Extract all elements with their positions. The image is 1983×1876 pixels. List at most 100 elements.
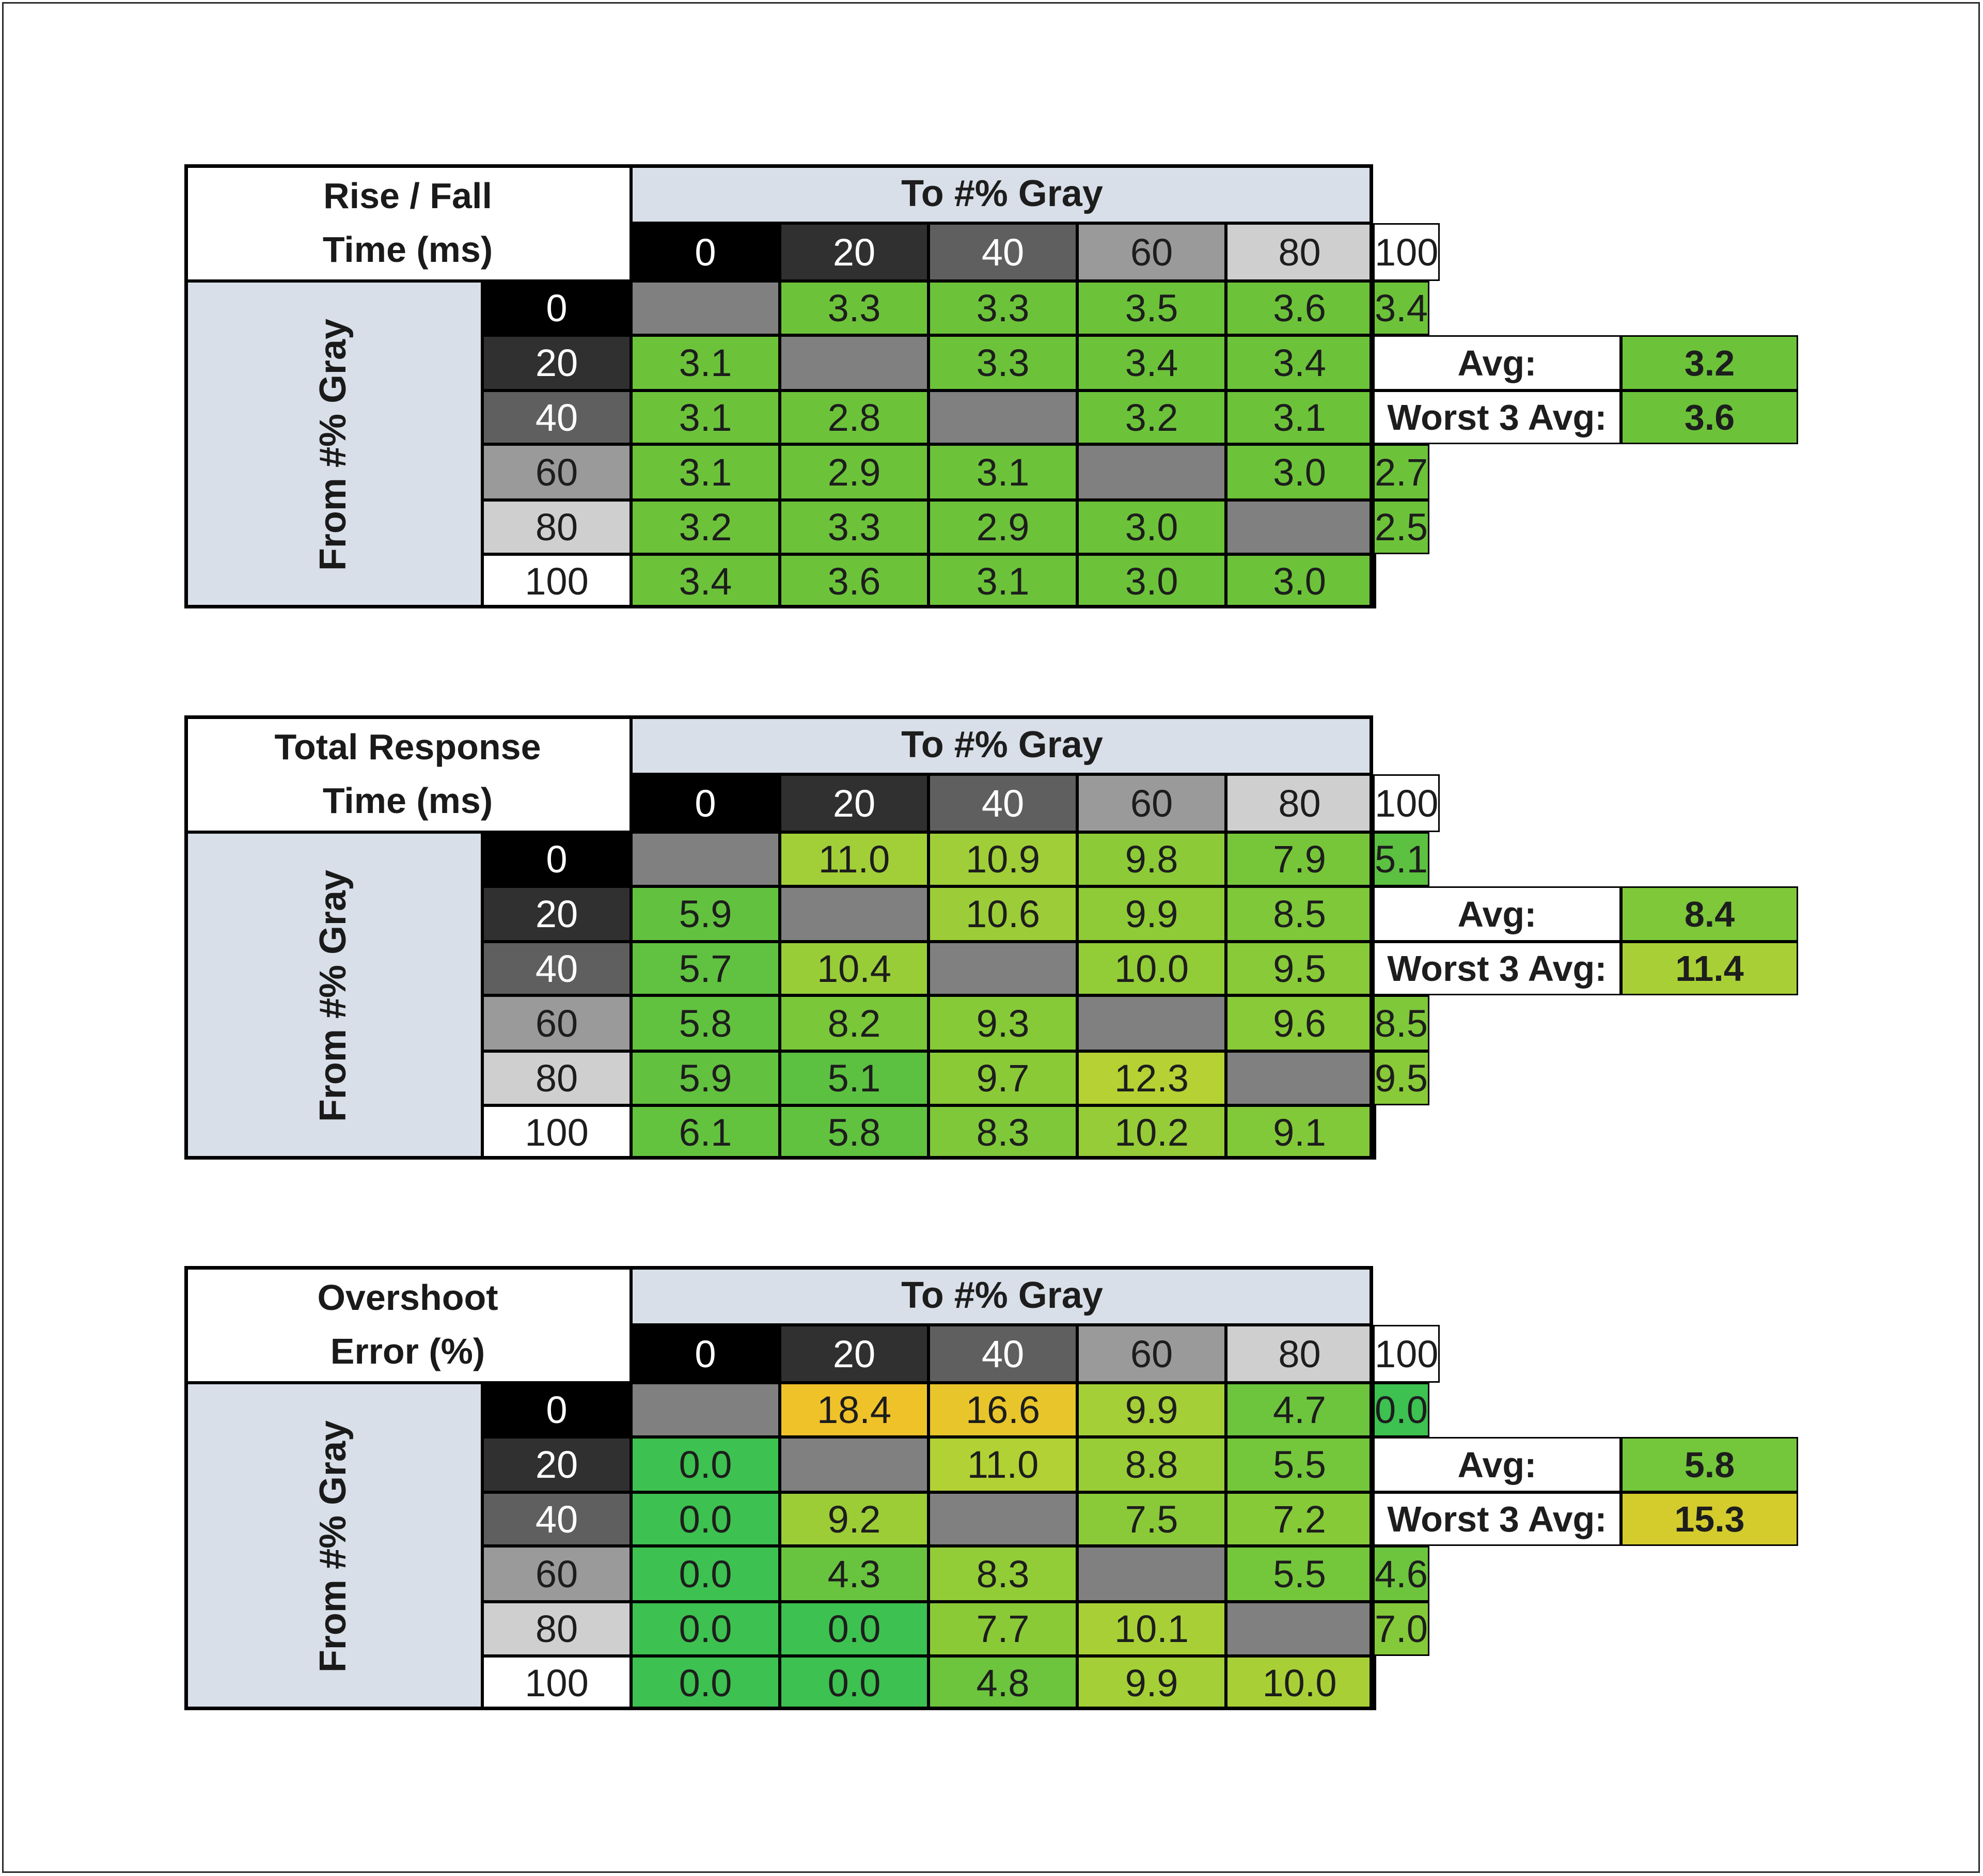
row-header: 0	[482, 281, 631, 335]
row-header: 0	[482, 1383, 631, 1437]
data-cell: 6.1	[631, 1105, 780, 1160]
column-header: 80	[1226, 223, 1373, 281]
data-cell: 9.6	[1226, 995, 1373, 1051]
data-cell: 3.1	[1226, 390, 1373, 444]
data-cell: 10.0	[1226, 1656, 1373, 1710]
summary-value: 3.2	[1621, 335, 1798, 390]
empty-cell	[1226, 500, 1373, 554]
data-cell: 5.7	[631, 942, 780, 995]
data-cell: 3.0	[1226, 444, 1373, 500]
column-header: 40	[928, 1325, 1077, 1383]
data-cell: 10.1	[1077, 1602, 1226, 1656]
row-header: 40	[482, 390, 631, 444]
row-header: 40	[482, 942, 631, 995]
table-title-line: Time (ms)	[322, 780, 493, 821]
row-header: 60	[482, 444, 631, 500]
summary-label: Avg:	[1373, 886, 1621, 942]
data-cell: 2.9	[780, 444, 928, 500]
summary-value: 11.4	[1621, 942, 1798, 995]
data-cell: 3.4	[1373, 281, 1429, 335]
data-cell: 0.0	[631, 1492, 780, 1546]
empty-cell	[928, 1492, 1077, 1546]
data-cell: 3.1	[928, 554, 1077, 608]
table-title-line: Total Response	[274, 727, 541, 767]
data-cell: 3.6	[1226, 281, 1373, 335]
data-cell: 11.0	[928, 1437, 1077, 1492]
empty-cell	[1373, 1105, 1376, 1160]
table-title-line: Error (%)	[330, 1331, 485, 1371]
data-cell: 0.0	[1373, 1383, 1429, 1437]
data-cell: 7.5	[1077, 1492, 1226, 1546]
data-cell: 8.5	[1373, 995, 1429, 1051]
data-cell: 16.6	[928, 1383, 1077, 1437]
table-title-line: Overshoot	[317, 1277, 498, 1318]
row-group-header-text: From #% Gray	[312, 318, 354, 571]
data-cell: 2.5	[1373, 500, 1429, 554]
data-cell: 3.0	[1077, 554, 1226, 608]
data-cell: 3.4	[631, 554, 780, 608]
column-header: 20	[780, 774, 928, 832]
data-cell: 10.2	[1077, 1105, 1226, 1160]
data-cell: 2.8	[780, 390, 928, 444]
data-cell: 3.3	[780, 500, 928, 554]
row-header: 80	[482, 500, 631, 554]
data-cell: 8.8	[1077, 1437, 1226, 1492]
column-header: 60	[1077, 774, 1226, 832]
summary-value: 15.3	[1621, 1492, 1798, 1546]
data-cell: 18.4	[780, 1383, 928, 1437]
data-cell: 3.4	[1226, 335, 1373, 390]
data-cell: 7.0	[1373, 1602, 1429, 1656]
row-group-header-text: From #% Gray	[312, 869, 354, 1122]
data-cell: 3.1	[631, 444, 780, 500]
table-title-line: Time (ms)	[322, 229, 493, 270]
column-group-header: To #% Gray	[631, 164, 1373, 223]
column-header: 100	[1373, 1325, 1440, 1383]
row-header: 20	[482, 886, 631, 942]
data-cell: 5.8	[780, 1105, 928, 1160]
empty-cell	[631, 832, 780, 886]
row-header: 100	[482, 554, 631, 608]
data-cell: 3.0	[1226, 554, 1373, 608]
data-cell: 8.3	[928, 1105, 1077, 1160]
data-cell: 3.5	[1077, 281, 1226, 335]
table-title: Rise / Fall Time (ms)	[184, 164, 631, 281]
data-cell: 10.9	[928, 832, 1077, 886]
row-header: 60	[482, 995, 631, 1051]
empty-cell	[780, 1437, 928, 1492]
column-header: 80	[1226, 1325, 1373, 1383]
empty-cell	[1373, 554, 1376, 608]
empty-cell	[1373, 1656, 1376, 1710]
data-cell: 5.5	[1226, 1437, 1373, 1492]
data-cell: 12.3	[1077, 1051, 1226, 1105]
data-cell: 9.9	[1077, 1656, 1226, 1710]
data-cell: 3.1	[631, 390, 780, 444]
data-cell: 0.0	[631, 1437, 780, 1492]
column-header: 20	[780, 1325, 928, 1383]
data-cell: 0.0	[780, 1602, 928, 1656]
data-cell: 9.3	[928, 995, 1077, 1051]
row-group-header: From #% Gray	[184, 832, 482, 1160]
empty-cell	[1226, 1602, 1373, 1656]
heatmap-table-1: Rise / Fall Time (ms) To #% Gray 0 20 40 60 80 1…	[184, 164, 1803, 611]
data-cell: 9.5	[1226, 942, 1373, 995]
column-group-header: To #% Gray	[631, 1266, 1373, 1325]
summary-label: Avg:	[1373, 335, 1621, 390]
empty-cell	[1077, 444, 1226, 500]
empty-cell	[631, 1383, 780, 1437]
summary-value: 8.4	[1621, 886, 1798, 942]
column-header: 40	[928, 223, 1077, 281]
data-cell: 2.9	[928, 500, 1077, 554]
column-header: 100	[1373, 223, 1440, 281]
data-cell: 5.8	[631, 995, 780, 1051]
summary-value: 3.6	[1621, 390, 1798, 444]
row-header: 40	[482, 1492, 631, 1546]
row-header: 80	[482, 1602, 631, 1656]
empty-cell	[631, 281, 780, 335]
data-cell: 5.1	[780, 1051, 928, 1105]
data-cell: 3.2	[1077, 390, 1226, 444]
data-cell: 3.1	[928, 444, 1077, 500]
summary-label: Worst 3 Avg:	[1373, 942, 1621, 995]
empty-cell	[1077, 1546, 1226, 1602]
data-cell: 0.0	[780, 1656, 928, 1710]
